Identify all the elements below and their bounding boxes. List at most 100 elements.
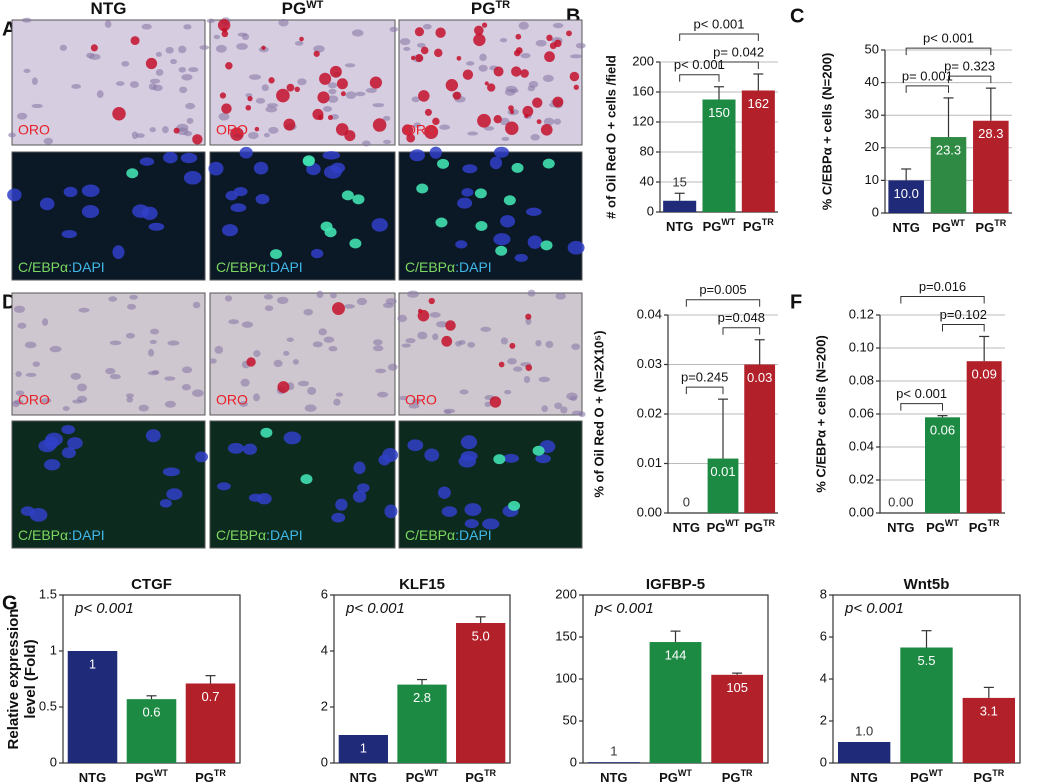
nucleus	[131, 131, 138, 140]
nucleus	[345, 91, 357, 99]
nucleus	[29, 507, 48, 522]
nucleus	[493, 233, 511, 246]
nucleus	[242, 443, 258, 455]
lipid-droplet	[90, 44, 98, 52]
nucleus	[178, 66, 186, 73]
lipid-droplet	[493, 114, 502, 124]
nucleus	[323, 336, 335, 343]
nucleus	[352, 490, 367, 503]
lipid-droplet	[477, 113, 491, 128]
nucleus	[482, 518, 500, 530]
y-tick-label: 0.08	[849, 372, 874, 387]
y-tick-label: 4	[321, 642, 328, 657]
nucleus	[357, 483, 370, 493]
nucleus	[135, 133, 145, 138]
stain-label: ORO	[405, 392, 437, 408]
nucleus	[253, 161, 269, 175]
nucleus	[213, 34, 221, 40]
nucleus	[484, 401, 492, 407]
positive-nucleus	[503, 195, 516, 206]
positive-nucleus	[324, 227, 337, 238]
nucleus	[571, 410, 583, 416]
nucleus	[249, 74, 261, 80]
nucleus	[149, 127, 156, 133]
nucleus	[460, 435, 478, 450]
x-tick-label: NTG	[666, 219, 693, 234]
nucleus	[15, 390, 25, 396]
y-tick-label: 0.04	[637, 306, 662, 321]
value-label: 1.0	[855, 723, 873, 738]
marker-label: C/EBPα	[405, 259, 455, 275]
comparison-bracket	[685, 386, 724, 395]
bar	[663, 200, 697, 212]
nucleus	[509, 88, 519, 93]
nucleus	[109, 373, 121, 380]
lipid-droplet	[525, 364, 533, 372]
y-tick-label: 0.00	[849, 504, 874, 519]
y-axis-label: % C/EBPα + cells (N=200)	[813, 335, 828, 493]
lipid-droplet	[441, 335, 453, 347]
nucleus	[105, 367, 116, 375]
nucleus	[365, 87, 377, 93]
nucleus	[513, 366, 523, 372]
positive-nucleus	[437, 158, 450, 169]
nucleus	[530, 134, 540, 141]
category-name: PG	[703, 219, 722, 234]
nucleus	[63, 186, 78, 198]
micrograph	[11, 292, 206, 416]
nucleus	[188, 67, 199, 73]
nucleus	[478, 64, 488, 72]
y-tick-label: 200	[555, 586, 577, 601]
category-sup: TR	[741, 768, 753, 778]
nucleus	[239, 400, 249, 407]
nucleus	[500, 337, 509, 345]
nucleus	[399, 38, 411, 46]
positive-nucleus	[540, 240, 553, 251]
y-tick-label: 0.04	[849, 438, 874, 453]
nucleus	[304, 404, 317, 412]
category-name: PG	[195, 770, 214, 783]
panel-label: G	[2, 592, 18, 614]
lipid-droplet	[332, 302, 345, 316]
value-label: 0.09	[972, 367, 997, 382]
nucleus	[388, 363, 398, 371]
bar	[962, 697, 1016, 763]
nucleus	[163, 151, 178, 164]
panel-label: F	[790, 291, 802, 313]
lipid-droplet	[445, 79, 459, 92]
value-label: 15	[672, 175, 686, 190]
column-header-text: PG	[471, 0, 496, 18]
y-tick-label: 50	[865, 41, 879, 56]
nucleus	[43, 137, 54, 145]
nucleus	[149, 78, 161, 84]
lipid-droplet	[327, 115, 333, 121]
nucleus	[499, 37, 508, 43]
y-tick-label: 0	[872, 204, 879, 219]
nucleus	[520, 53, 531, 59]
value-label: 1	[610, 744, 617, 759]
column-header-sup: TR	[495, 0, 510, 11]
nucleus	[503, 453, 520, 463]
value-label: 144	[665, 647, 687, 662]
nucleus	[155, 51, 162, 57]
y-tick-label: 0.01	[637, 455, 662, 470]
category-name: PG	[722, 770, 741, 783]
nucleus	[125, 332, 135, 339]
nucleus	[328, 88, 337, 95]
nucleus	[570, 54, 582, 59]
nucleus	[344, 304, 355, 309]
value-label: 150	[708, 105, 730, 120]
lipid-droplet	[254, 126, 260, 132]
nucleus	[152, 84, 163, 92]
nucleus	[535, 39, 547, 47]
nucleus	[61, 424, 76, 435]
category-sup: WT	[721, 217, 735, 227]
lipid-droplet	[509, 109, 515, 114]
nucleus	[13, 305, 26, 313]
column-header: PGTR	[471, 0, 510, 18]
lipid-droplet	[546, 34, 553, 42]
nucleus	[147, 348, 155, 357]
nucleus	[484, 126, 495, 131]
nucleus	[416, 42, 426, 48]
bar	[741, 90, 775, 212]
